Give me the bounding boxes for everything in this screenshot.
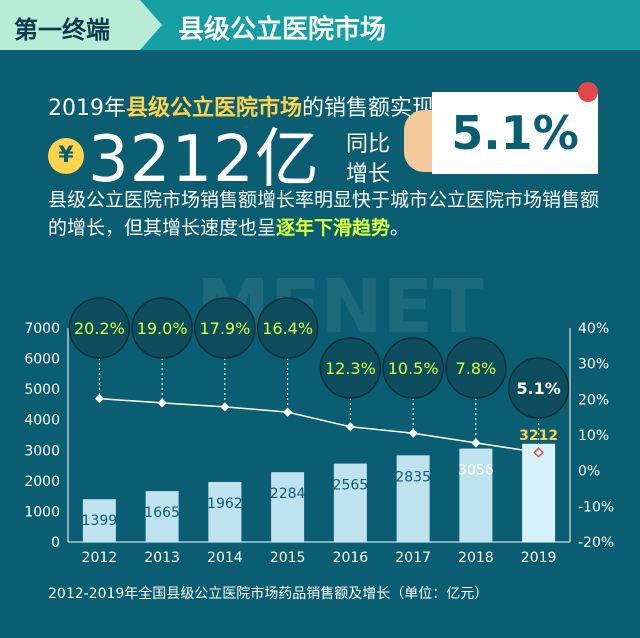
growth-label: 20.2% xyxy=(74,319,125,338)
page-title: 县级公立医院市场 xyxy=(178,15,387,45)
description-text: 县级公立医院市场销售额增长率明显快于城市公立医院市场销售额的增长，但其增长速度也… xyxy=(48,189,600,239)
bar-value-label: 2284 xyxy=(270,486,306,502)
y2-tick-label: 10% xyxy=(578,428,609,444)
growth-line xyxy=(99,397,539,454)
y2-tick-label: -20% xyxy=(578,535,614,551)
bar xyxy=(82,499,116,542)
growth-label: 5.1% xyxy=(516,379,560,398)
growth-bubble xyxy=(256,297,319,359)
growth-bubble xyxy=(319,337,382,399)
growth-label: 12.3% xyxy=(325,359,376,378)
growth-point xyxy=(408,428,418,438)
sales-amount: 3212亿 xyxy=(88,123,320,197)
bar-value-label: 2835 xyxy=(395,469,431,485)
yoy-label-line2: 增长 xyxy=(346,162,391,187)
growth-bubble xyxy=(194,297,256,359)
y-tick-label: 2000 xyxy=(24,474,60,490)
bar xyxy=(208,482,242,542)
description-paragraph: 县级公立医院市场销售额增长率明显快于城市公立医院市场销售额的增长，但其增长速度也… xyxy=(48,186,608,242)
growth-label: 7.8% xyxy=(456,359,497,378)
growth-bubble xyxy=(131,297,193,359)
y-tick-label: 6000 xyxy=(24,352,60,368)
growth-label: 19.0% xyxy=(137,319,188,338)
growth-bubble xyxy=(445,337,507,399)
y-tick-label: 3000 xyxy=(24,443,60,459)
growth-label: 17.9% xyxy=(199,319,250,338)
y2-tick-label: -10% xyxy=(578,499,614,515)
bar-value-label: 1665 xyxy=(144,505,180,521)
bar-value-label: 2565 xyxy=(333,478,369,494)
y-tick-label: 4000 xyxy=(24,413,60,429)
growth-point xyxy=(94,394,104,404)
bar-value-label: 3212 xyxy=(519,428,558,444)
growth-bubble xyxy=(382,337,444,399)
growth-point xyxy=(533,447,544,458)
yoy-label: 同比 增长 xyxy=(346,130,390,190)
x-tick-label: 2019 xyxy=(521,550,557,566)
bar-value-label: 1399 xyxy=(82,513,118,529)
bar-value-label: 1962 xyxy=(207,496,243,512)
yen-icon: ¥ xyxy=(48,138,84,174)
y2-tick-label: 20% xyxy=(578,392,609,408)
y-tick-label: 7000 xyxy=(24,321,60,337)
x-tick-label: 2018 xyxy=(458,550,494,566)
bar xyxy=(271,472,305,542)
y2-tick-label: 0% xyxy=(578,464,600,480)
bar xyxy=(145,491,179,542)
section-tag-label: 第一终端 xyxy=(14,16,110,44)
section-tag: 第一终端 xyxy=(0,0,162,50)
summary-highlight: 县级公立医院市场 xyxy=(126,96,303,121)
x-tick-label: 2014 xyxy=(207,550,243,566)
description-end: 。 xyxy=(390,217,410,239)
bar xyxy=(333,463,367,542)
yoy-value: 5.1% xyxy=(451,106,579,160)
yoy-label-line1: 同比 xyxy=(346,132,391,157)
chart-caption: 2012-2019年全国县级公立医院市场药品销售额及增长（单位：亿元） xyxy=(48,586,489,602)
growth-point xyxy=(471,438,481,448)
x-tick-label: 2016 xyxy=(333,550,369,566)
growth-label: 16.4% xyxy=(262,319,313,338)
x-tick-label: 2012 xyxy=(82,550,118,566)
x-tick-label: 2013 xyxy=(144,550,180,566)
growth-point xyxy=(283,407,293,417)
sales-growth-chart: MENET 01000200030004000500060007000-20%-… xyxy=(24,270,614,566)
summary-prefix: 2019年 xyxy=(48,96,126,121)
growth-point xyxy=(345,422,355,432)
bar xyxy=(459,448,493,542)
yoy-card: 5.1% xyxy=(432,92,598,174)
y2-tick-label: 30% xyxy=(578,357,609,373)
growth-label: 10.5% xyxy=(388,359,439,378)
x-tick-label: 2017 xyxy=(395,550,431,566)
bar xyxy=(522,443,556,542)
summary-line: 2019年县级公立医院市场的销售额实现 xyxy=(48,90,434,122)
description-highlight: 逐年下滑趋势 xyxy=(276,217,391,239)
bar-value-label: 3056 xyxy=(458,463,494,479)
growth-bubble xyxy=(507,357,570,419)
x-tick-label: 2015 xyxy=(270,550,306,566)
y-tick-label: 5000 xyxy=(24,382,60,398)
ribbon-icon xyxy=(578,82,598,102)
y-tick-label: 0 xyxy=(51,535,60,551)
growth-bubble xyxy=(68,297,131,359)
y2-tick-label: 40% xyxy=(578,321,609,337)
growth-point xyxy=(220,402,230,412)
bar xyxy=(396,455,430,542)
y-tick-label: 1000 xyxy=(24,504,60,520)
growth-point xyxy=(157,398,167,408)
